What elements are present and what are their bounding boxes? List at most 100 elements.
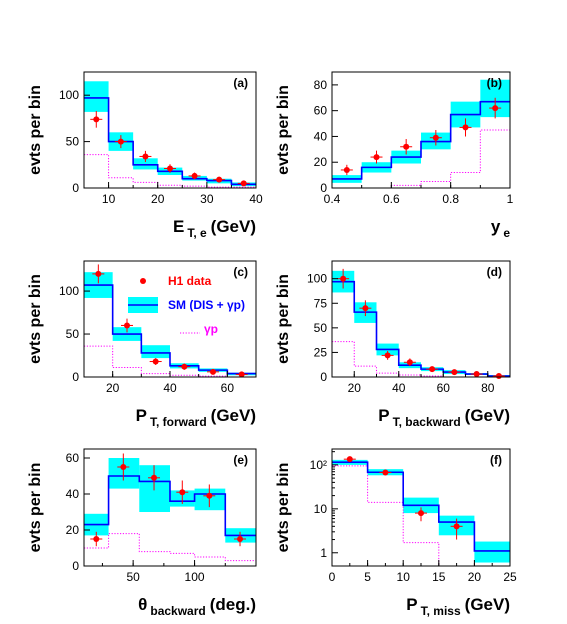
x-tick-label-d-0: 20 <box>348 381 362 395</box>
panel-label-b: (b) <box>487 76 502 90</box>
y-tick-label-d-4: 100 <box>307 272 327 286</box>
data-point-c-3 <box>181 363 188 370</box>
data-point-e-2 <box>151 474 158 481</box>
data-point-d-6 <box>473 371 480 378</box>
x-tick-label-d-3: 80 <box>481 381 495 395</box>
y-tick-label-a-2: 100 <box>59 88 79 102</box>
legend-label-2: γp <box>204 322 218 336</box>
legend-marker-data <box>140 278 146 284</box>
data-point-a-3 <box>167 165 173 172</box>
x-axis-title-unit-e: (deg.) <box>210 595 256 614</box>
y-tick-label-e-0: 0 <box>72 559 79 573</box>
sm-histogram-f <box>332 461 510 552</box>
sm-histogram-b <box>332 100 510 180</box>
x-tick-label-f-2: 10 <box>397 570 411 584</box>
x-tick-label-b-0: 0.4 <box>324 192 341 206</box>
y-tick-label-d-2: 50 <box>314 321 328 335</box>
x-tick-label-b-3: 1 <box>507 192 514 206</box>
data-point-a-4 <box>191 172 198 179</box>
y-tick-label-c-1: 50 <box>66 327 80 341</box>
x-tick-label-f-3: 15 <box>432 570 446 584</box>
band-bin-e-2 <box>139 465 170 512</box>
x-axis-title-unit-a: (GeV) <box>211 217 256 236</box>
y-tick-label-b-3: 60 <box>314 104 328 118</box>
data-point-c-1 <box>124 322 130 329</box>
y-axis-title-c: evts per bin <box>27 274 44 364</box>
y-axis-title-d: evts per bin <box>275 274 292 364</box>
x-tick-label-f-1: 5 <box>364 570 371 584</box>
data-point-e-4 <box>206 492 213 499</box>
gp-histogram-d <box>332 341 510 378</box>
data-point-d-1 <box>362 305 369 312</box>
band-bin-f-4 <box>474 541 510 563</box>
plot-frame-e <box>83 448 257 567</box>
x-axis-title-e: θ backward (deg.) <box>138 595 256 618</box>
y-tick-label-e-2: 40 <box>66 487 80 501</box>
x-axis-title-f: P T, miss (GeV) <box>406 595 510 618</box>
panel-label-e: (e) <box>233 453 248 467</box>
x-axis-title-sub-b: e <box>503 226 510 240</box>
data-point-b-1 <box>373 154 380 161</box>
legend-label-0: H1 data <box>168 274 212 288</box>
panel-label-c: (c) <box>233 265 248 279</box>
x-axis-title-c: P T, forward (GeV) <box>136 406 256 429</box>
y-tick-label-a-1: 50 <box>66 135 80 149</box>
data-point-b-0 <box>343 166 350 173</box>
panel-e: 50 100 0 20 40 60 (e) evts per bin θ backward (deg… <box>27 448 257 618</box>
y-axis-title-a: evts per bin <box>27 85 44 175</box>
data-point-f-1 <box>382 469 389 476</box>
panel-f: 0 5 10 15 20 25 1 10 10² (f) evts per bin P T, miss (… <box>275 448 517 618</box>
x-axis-title-a: E T, e (GeV) <box>173 217 256 240</box>
x-tick-label-a-0: 10 <box>102 192 116 206</box>
band-bin-a-2 <box>133 158 158 170</box>
data-point-b-3 <box>432 134 439 141</box>
sm-histogram-c <box>84 284 256 375</box>
x-tick-label-e-1: 100 <box>185 570 205 584</box>
x-axis-title-main-c: P <box>136 406 147 425</box>
data-point-d-7 <box>495 373 502 380</box>
plot-frame-a <box>83 71 257 189</box>
x-tick-label-e-0: 50 <box>126 570 140 584</box>
data-point-f-0 <box>346 456 353 463</box>
panel-label-a: (a) <box>233 76 248 90</box>
y-tick-label-c-0: 0 <box>72 370 79 384</box>
x-axis-title-sub-c: T, forward <box>150 415 207 429</box>
y-tick-label-f-0: 1 <box>320 546 327 560</box>
x-axis-title-main-e: θ <box>138 595 147 614</box>
panel-c: 20 40 60 0 50 100 (c) evts per bin P T, forward (G… <box>27 260 257 429</box>
data-point-d-3 <box>406 359 413 366</box>
x-tick-label-c-0: 20 <box>106 381 120 395</box>
y-axis-title-e: evts per bin <box>27 463 44 553</box>
gp-histogram-e <box>84 533 256 562</box>
data-point-d-0 <box>340 275 347 282</box>
panel-a: 10 20 30 40 0 50 100 (a) evts per bin E T, e (GeV) <box>27 71 263 240</box>
y-axis-title-f: evts per bin <box>275 463 292 553</box>
x-axis-title-sub-e: backward <box>150 604 205 618</box>
x-axis-title-d: P T, backward (GeV) <box>378 406 510 429</box>
x-axis-title-sub-d: T, backward <box>393 415 461 429</box>
x-axis-title-main-a: E <box>173 217 184 236</box>
data-point-c-4 <box>210 368 216 375</box>
sm-histogram-e <box>84 475 256 537</box>
data-point-e-3 <box>179 489 186 496</box>
data-point-a-2 <box>142 153 149 160</box>
data-point-b-5 <box>492 105 499 112</box>
y-tick-label-b-2: 40 <box>314 129 328 143</box>
x-tick-label-b-1: 0.6 <box>383 192 400 206</box>
y-tick-label-e-3: 60 <box>66 451 80 465</box>
x-axis-title-main-f: P <box>406 595 417 614</box>
x-tick-label-f-0: 0 <box>329 570 336 584</box>
y-tick-label-f-2: 10² <box>310 458 327 472</box>
x-axis-title-unit-c: (GeV) <box>211 406 256 425</box>
data-point-d-2 <box>384 352 391 359</box>
data-point-a-0 <box>93 116 100 123</box>
data-point-e-1 <box>120 464 127 470</box>
x-tick-label-a-2: 30 <box>200 192 214 206</box>
x-tick-label-d-2: 60 <box>437 381 451 395</box>
sm-histogram-d <box>332 280 510 377</box>
legend-label-1: SM (DIS + γp) <box>168 298 245 312</box>
y-tick-label-d-0: 0 <box>320 370 327 384</box>
band-bin-e-1 <box>108 458 140 489</box>
